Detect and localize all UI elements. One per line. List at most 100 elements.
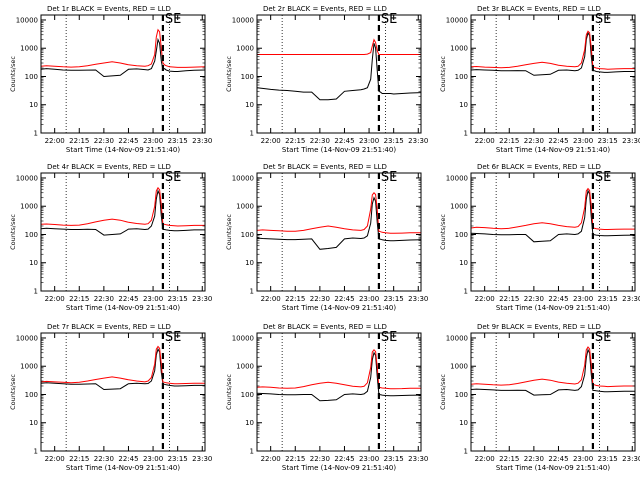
panel-title: Det 1r BLACK = Events, RED = LLD [47,5,171,13]
plot-frame [256,332,422,452]
panel-title: Det 2r BLACK = Events, RED = LLD [263,5,387,13]
x-tick-label: 23:00 [573,455,593,463]
panel-title: Det 4r BLACK = Events, RED = LLD [47,163,171,171]
x-tick-label: 22:30 [310,295,330,303]
x-tick-label: 22:45 [118,455,138,463]
x-tick-label: 22:45 [334,295,354,303]
x-tick-label: 22:45 [334,137,354,145]
plot-frame [256,172,422,292]
x-axis-label: Start Time (14-Nov-09 21:51:40) [282,464,396,472]
y-tick-label: 10 [245,259,254,267]
x-tick-label: 22:00 [45,455,65,463]
x-tick-label: 23:30 [622,137,640,145]
lld-series-line [470,187,635,230]
panel-title: Det 3r BLACK = Events, RED = LLD [477,5,601,13]
y-axis-label: Counts/sec [439,214,447,250]
y-axis-label: Counts/sec [9,214,17,250]
x-tick-label: 23:00 [359,295,379,303]
x-tick-label: 23:00 [573,137,593,145]
y-tick-label: 1 [250,288,254,296]
y-tick-label: 1000 [236,363,254,371]
events-series-line [40,37,206,78]
x-tick-label: 22:45 [118,137,138,145]
events-series-line [40,347,205,391]
x-tick-label: 22:30 [524,295,544,303]
x-tick-label: 23:00 [143,137,163,145]
lld-series-line [257,38,421,55]
x-tick-label: 22:30 [310,137,330,145]
y-tick-label: 1000 [236,203,254,211]
x-tick-label: 22:00 [261,137,281,145]
se-marker-label: SE [595,330,611,345]
x-tick-label: 22:45 [118,295,138,303]
y-tick-label: 1 [250,130,254,138]
lld-series-line [40,345,205,385]
x-tick-label: 23:00 [573,295,593,303]
panel-title: Det 9r BLACK = Events, RED = LLD [477,323,601,331]
x-tick-label: 23:30 [408,455,428,463]
x-axis-label: Start Time (14-Nov-09 21:51:40) [496,146,610,154]
x-axis-label: Start Time (14-Nov-09 21:51:40) [66,464,180,472]
events-series-line [470,31,635,76]
x-axis-label: Start Time (14-Nov-09 21:51:40) [282,304,396,312]
x-tick-label: 22:45 [548,295,568,303]
y-axis-label: Counts/sec [439,56,447,92]
x-tick-label: 22:00 [261,295,281,303]
y-tick-label: 1000 [450,363,468,371]
x-tick-label: 22:15 [285,137,305,145]
x-tick-label: 22:15 [285,455,305,463]
x-tick-label: 22:15 [499,137,519,145]
lld-series-line [40,28,206,68]
y-tick-label: 1 [34,288,38,296]
x-tick-label: 23:15 [168,295,188,303]
x-tick-label: 23:30 [192,455,212,463]
y-tick-label: 10 [29,419,38,427]
x-tick-label: 22:30 [94,295,114,303]
x-axis-label: Start Time (14-Nov-09 21:51:40) [282,146,396,154]
x-tick-label: 23:15 [598,137,618,145]
x-axis-label: Start Time (14-Nov-09 21:51:40) [66,146,180,154]
lld-series-line [470,30,635,70]
plot-frame [470,332,636,452]
y-tick-label: 100 [25,73,38,81]
events-series-line [256,43,422,101]
x-tick-label: 23:30 [622,455,640,463]
plot-frame [470,14,636,134]
x-tick-label: 23:30 [408,295,428,303]
x-tick-label: 22:00 [45,295,65,303]
y-tick-label: 10 [245,419,254,427]
y-tick-label: 1 [464,448,468,456]
panel-title: Det 5r BLACK = Events, RED = LLD [263,163,387,171]
se-marker-label: SE [381,330,397,345]
y-tick-label: 100 [241,391,254,399]
y-tick-label: 1000 [20,203,38,211]
x-tick-label: 22:00 [475,137,495,145]
y-tick-label: 100 [25,391,38,399]
panel-title: Det 6r BLACK = Events, RED = LLD [477,163,601,171]
y-axis-label: Counts/sec [225,56,233,92]
y-tick-label: 10000 [16,174,38,182]
x-axis-label: Start Time (14-Nov-09 21:51:40) [496,304,610,312]
y-tick-label: 10 [459,259,468,267]
x-tick-label: 22:45 [548,455,568,463]
y-tick-label: 1 [464,130,468,138]
y-tick-label: 100 [455,391,468,399]
panel-title: Det 8r BLACK = Events, RED = LLD [263,323,387,331]
y-tick-label: 100 [455,73,468,81]
y-tick-label: 100 [25,231,38,239]
y-tick-label: 10000 [16,334,38,342]
y-tick-label: 100 [241,73,254,81]
x-tick-label: 22:45 [334,455,354,463]
se-marker-label: SE [595,170,611,185]
lld-series-line [256,349,421,390]
events-series-line [256,351,422,402]
se-marker-label: SE [381,170,397,185]
y-tick-label: 1000 [450,203,468,211]
y-axis-label: Counts/sec [9,56,17,92]
y-tick-label: 10 [459,101,468,109]
